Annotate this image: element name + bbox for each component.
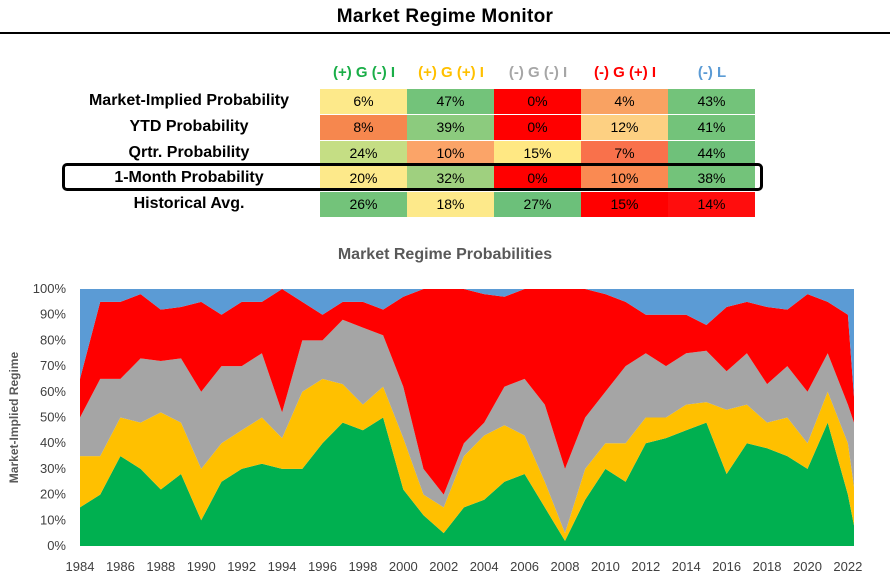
x-tick-label: 2008: [551, 559, 580, 574]
table-cell: 20%: [320, 166, 407, 191]
regime-header-g-minus-i-minus: (-) G (-) I: [508, 64, 568, 81]
regime-header-liquidity: (-) L: [697, 64, 727, 81]
table-cell: 4%: [581, 89, 668, 114]
table-cell: 27%: [494, 192, 581, 217]
x-tick-label: 1988: [146, 559, 175, 574]
table-cell: 44%: [668, 141, 755, 166]
regime-header-g-minus-i-plus: (-) G (+) I: [593, 64, 657, 81]
area-series: [80, 417, 854, 546]
y-tick-label: 70%: [40, 358, 66, 373]
table-cell: 8%: [320, 115, 407, 140]
table-cell: 14%: [668, 192, 755, 217]
table-row-label: Qrtr. Probability: [128, 144, 250, 161]
table-cell: 7%: [581, 141, 668, 166]
x-tick-label: 1998: [348, 559, 377, 574]
x-tick-label: 1986: [106, 559, 135, 574]
table-cell: 10%: [407, 141, 494, 166]
area-series: [80, 378, 854, 541]
page-title: Market Regime Monitor: [336, 6, 554, 27]
x-tick-label: 2010: [591, 559, 620, 574]
x-tick-label: 1984: [66, 559, 95, 574]
table-cell: 12%: [581, 115, 668, 140]
table-cell: 15%: [581, 192, 668, 217]
y-tick-label: 0%: [47, 538, 66, 553]
x-tick-label: 2022: [833, 559, 862, 574]
table-cell: 0%: [494, 115, 581, 140]
x-tick-label: 2004: [470, 559, 499, 574]
regime-header-g-plus-i-plus: (+) G (+) I: [418, 64, 484, 81]
chart-title: Market Regime Probabilities: [337, 246, 553, 263]
area-series: [80, 319, 854, 534]
table-cell: 26%: [320, 192, 407, 217]
x-tick-label: 1994: [268, 559, 297, 574]
table-cell: 24%: [320, 141, 407, 166]
table-cell: 18%: [407, 192, 494, 217]
x-tick-label: 1996: [308, 559, 337, 574]
area-series: [80, 289, 854, 397]
one-month-highlight-box: [62, 163, 763, 191]
title-divider: [0, 32, 890, 34]
table-cell: 39%: [407, 115, 494, 140]
table-cell: 0%: [494, 166, 581, 191]
regime-header-g-plus-i-minus: (+) G (-) I: [332, 64, 396, 81]
x-tick-label: 2018: [753, 559, 782, 574]
table-cell: 15%: [494, 141, 581, 166]
table-cell: 32%: [407, 166, 494, 191]
table-cell: 6%: [320, 89, 407, 114]
y-tick-label: 10%: [40, 512, 66, 527]
x-tick-label: 2020: [793, 559, 822, 574]
x-tick-label: 2002: [429, 559, 458, 574]
table-row-label: YTD Probability: [129, 118, 249, 135]
y-tick-label: 30%: [40, 461, 66, 476]
y-axis-title: Market-Implied Regime: [7, 351, 21, 483]
table-row-label: Historical Avg.: [133, 195, 245, 212]
table-cell: 0%: [494, 89, 581, 114]
x-tick-label: 2016: [712, 559, 741, 574]
y-tick-label: 80%: [40, 332, 66, 347]
table-row-label: Market-Implied Probability: [88, 92, 290, 109]
x-tick-label: 2006: [510, 559, 539, 574]
table-cell: 43%: [668, 89, 755, 114]
x-tick-label: 1992: [227, 559, 256, 574]
table-row-label: 1-Month Probability: [114, 169, 264, 186]
y-tick-label: 50%: [40, 410, 66, 425]
x-tick-label: 2012: [631, 559, 660, 574]
y-tick-label: 60%: [40, 384, 66, 399]
table-cell: 10%: [581, 166, 668, 191]
x-tick-label: 2014: [672, 559, 701, 574]
x-tick-label: 2000: [389, 559, 418, 574]
area-series: [80, 289, 854, 495]
y-tick-label: 40%: [40, 435, 66, 450]
table-cell: 38%: [668, 166, 755, 191]
table-cell: 41%: [668, 115, 755, 140]
y-tick-label: 20%: [40, 487, 66, 502]
regime-area-chart: 0% 10% 20% 30% 40% 50% 60% 70% 80% 90% 100% 1984 198…: [7, 281, 862, 574]
y-tick-label: 90%: [40, 307, 66, 322]
table-cell: 47%: [407, 89, 494, 114]
x-tick-label: 1990: [187, 559, 216, 574]
y-tick-label: 100%: [33, 281, 67, 296]
